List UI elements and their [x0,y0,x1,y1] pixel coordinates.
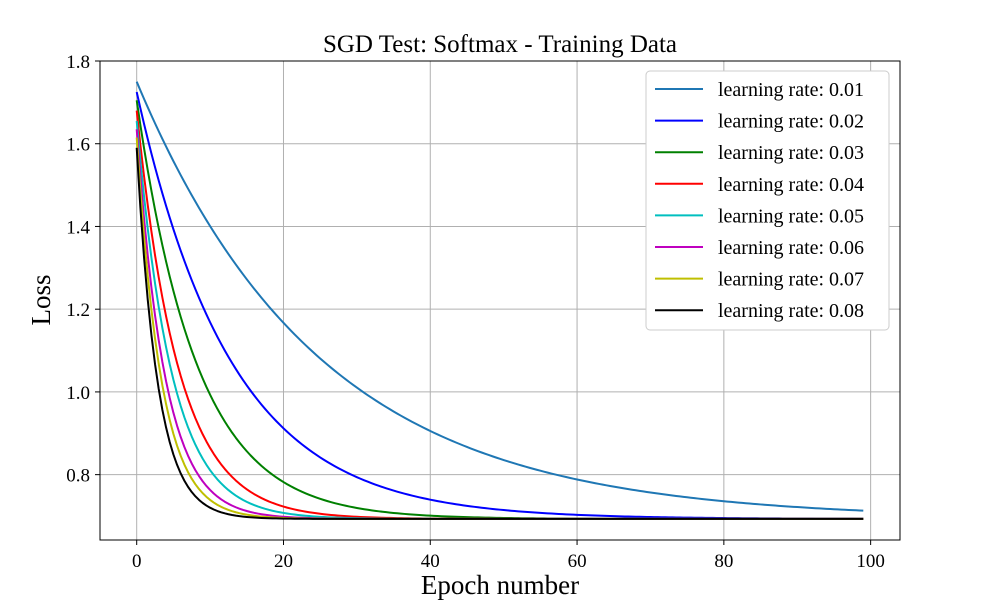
y-tick-label: 1.6 [66,135,90,156]
x-tick-label: 80 [714,551,733,572]
legend-label: learning rate: 0.07 [718,269,864,291]
x-tick-label: 20 [274,551,293,572]
legend-label: learning rate: 0.08 [718,300,864,322]
plot-area-frame [99,60,901,541]
x-tick-label: 40 [421,551,440,572]
y-tick-label: 1.2 [66,300,90,321]
legend-label: learning rate: 0.05 [718,205,864,227]
x-tick-label: 0 [132,551,142,572]
y-tick-label: 1.4 [66,217,90,238]
x-axis-label: Epoch number [421,570,579,600]
legend-label: learning rate: 0.06 [718,237,864,259]
legend-label: learning rate: 0.03 [718,142,864,164]
y-tick-label: 1.8 [66,52,90,73]
y-axis-label: Loss [26,274,56,325]
legend-label: learning rate: 0.01 [718,79,864,101]
y-tick-label: 0.8 [66,466,90,487]
x-tick-label: 60 [568,551,587,572]
series-line-8 [135,147,864,520]
axis-ticks: 0 20 40 60 80 100 0.8 1.0 1.2 1.4 1.6 1.8 [66,52,885,572]
series-line-1 [135,81,864,512]
legend-label: learning rate: 0.02 [718,111,864,133]
series-lines [135,81,864,520]
x-tick-label: 100 [856,551,885,572]
legend: learning rate: 0.01 learning rate: 0.02 le… [645,70,890,331]
legend-label: learning rate: 0.04 [718,174,864,196]
legend-box [645,70,890,331]
y-tick-label: 1.0 [66,383,90,404]
chart-title: SGD Test: Softmax - Training Data [323,31,677,58]
